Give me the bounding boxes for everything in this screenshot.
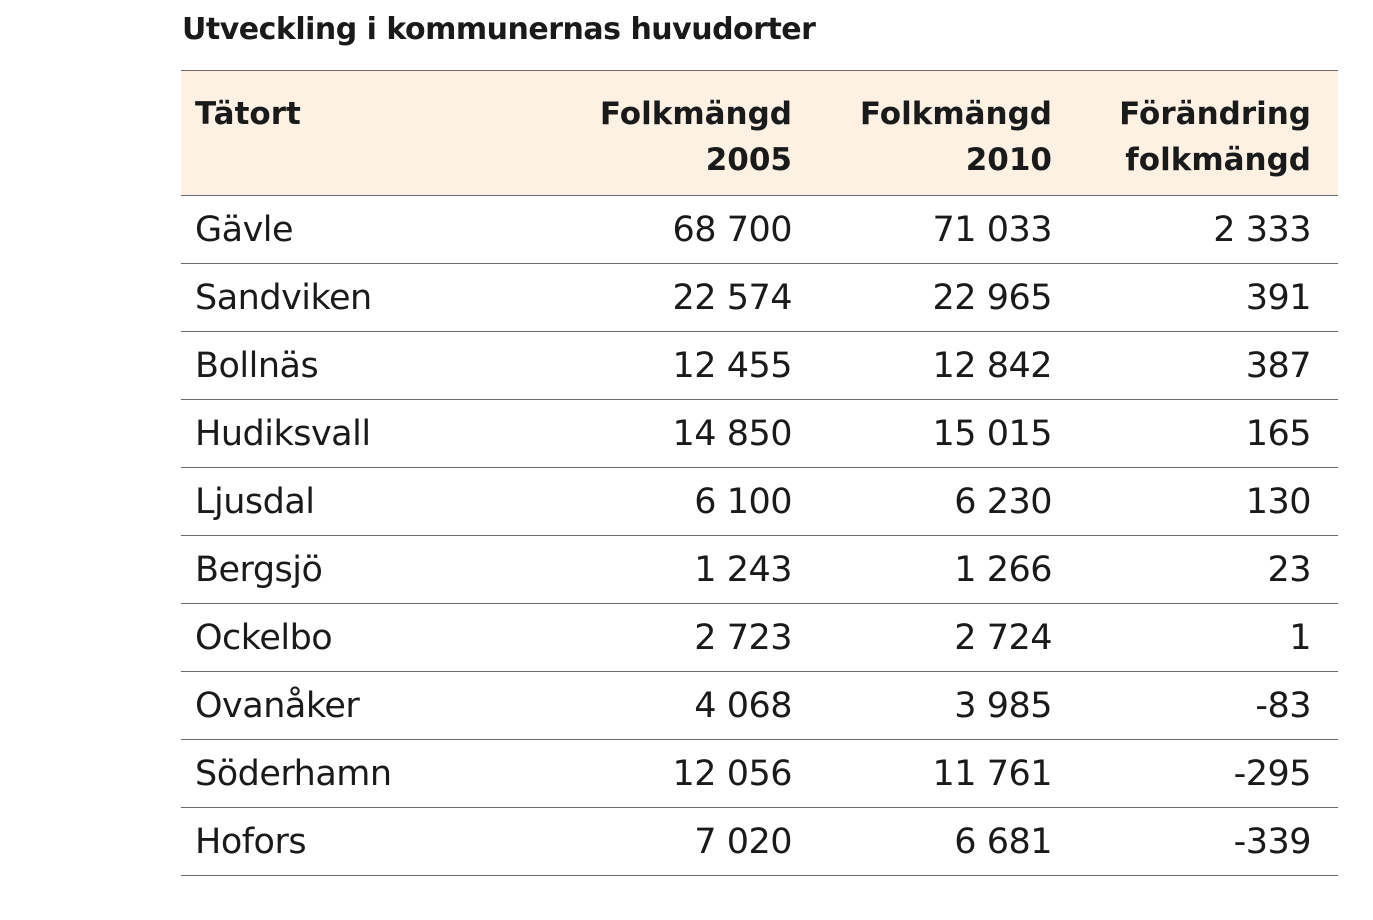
cell-pop-2005: 7 020: [694, 822, 792, 862]
cell-change: 165: [1245, 414, 1312, 454]
table-row: Ockelbo 2 723 2 724 1: [181, 604, 1338, 672]
cell-pop-2005: 68 700: [672, 210, 793, 250]
cell-pop-2010: 3 985: [954, 686, 1052, 726]
cell-pop-2005: 2 723: [694, 618, 792, 658]
cell-tatort: Bergsjö: [195, 550, 323, 590]
cell-pop-2010: 1 266: [954, 550, 1052, 590]
cell-pop-2005: 12 056: [672, 754, 793, 794]
cell-change: 1: [1289, 618, 1311, 658]
table-row: Bergsjö 1 243 1 266 23: [181, 536, 1338, 604]
page-title: Utveckling i kommunernas huvudorter: [182, 12, 816, 47]
cell-pop-2005: 12 455: [672, 346, 793, 386]
cell-tatort: Ovanåker: [195, 686, 360, 726]
cell-change: 391: [1245, 278, 1312, 318]
cell-tatort: Ljusdal: [195, 482, 315, 522]
cell-tatort: Hofors: [195, 822, 307, 862]
cell-tatort: Gävle: [195, 210, 294, 250]
table-row: Hudiksvall 14 850 15 015 165: [181, 400, 1338, 468]
cell-change: -295: [1233, 754, 1312, 794]
cell-pop-2005: 6 100: [694, 482, 792, 522]
cell-tatort: Sandviken: [195, 278, 372, 318]
cell-change: -339: [1233, 822, 1312, 862]
cell-pop-2010: 6 681: [954, 822, 1052, 862]
table-header: Tätort Folkmängd 2005 Folkmängd 2010 För…: [181, 71, 1338, 196]
cell-pop-2005: 22 574: [672, 278, 793, 318]
table-row: Söderhamn 12 056 11 761 -295: [181, 740, 1338, 808]
cell-pop-2010: 6 230: [954, 482, 1052, 522]
cell-tatort: Söderhamn: [195, 754, 392, 794]
cell-change: 2 333: [1213, 210, 1311, 250]
cell-pop-2010: 71 033: [932, 210, 1053, 250]
cell-tatort: Bollnäs: [195, 346, 319, 386]
cell-pop-2010: 2 724: [954, 618, 1052, 658]
cell-change: -83: [1255, 686, 1311, 726]
cell-tatort: Hudiksvall: [195, 414, 371, 454]
header-forandring: Förändring folkmängd: [1119, 96, 1311, 178]
cell-change: 130: [1245, 482, 1312, 522]
table-row: Sandviken 22 574 22 965 391: [181, 264, 1338, 332]
cell-change: 23: [1267, 550, 1311, 590]
cell-pop-2010: 12 842: [932, 346, 1053, 386]
table-row: Bollnäs 12 455 12 842 387: [181, 332, 1338, 400]
cell-pop-2005: 14 850: [672, 414, 793, 454]
cell-pop-2005: 4 068: [694, 686, 792, 726]
population-table: Tätort Folkmängd 2005 Folkmängd 2010 För…: [181, 70, 1338, 876]
cell-pop-2010: 15 015: [932, 414, 1053, 454]
table-row: Ljusdal 6 100 6 230 130: [181, 468, 1338, 536]
table-row: Hofors 7 020 6 681 -339: [181, 808, 1338, 876]
header-tatort: Tätort: [195, 96, 301, 132]
cell-tatort: Ockelbo: [195, 618, 333, 658]
header-folkmangd-2010: Folkmängd 2010: [859, 96, 1052, 178]
table-row: Ovanåker 4 068 3 985 -83: [181, 672, 1338, 740]
cell-change: 387: [1245, 346, 1312, 386]
table-row: Gävle 68 700 71 033 2 333: [181, 196, 1338, 264]
cell-pop-2010: 11 761: [932, 754, 1053, 794]
cell-pop-2010: 22 965: [932, 278, 1053, 318]
header-folkmangd-2005: Folkmängd 2005: [599, 96, 792, 178]
cell-pop-2005: 1 243: [694, 550, 792, 590]
